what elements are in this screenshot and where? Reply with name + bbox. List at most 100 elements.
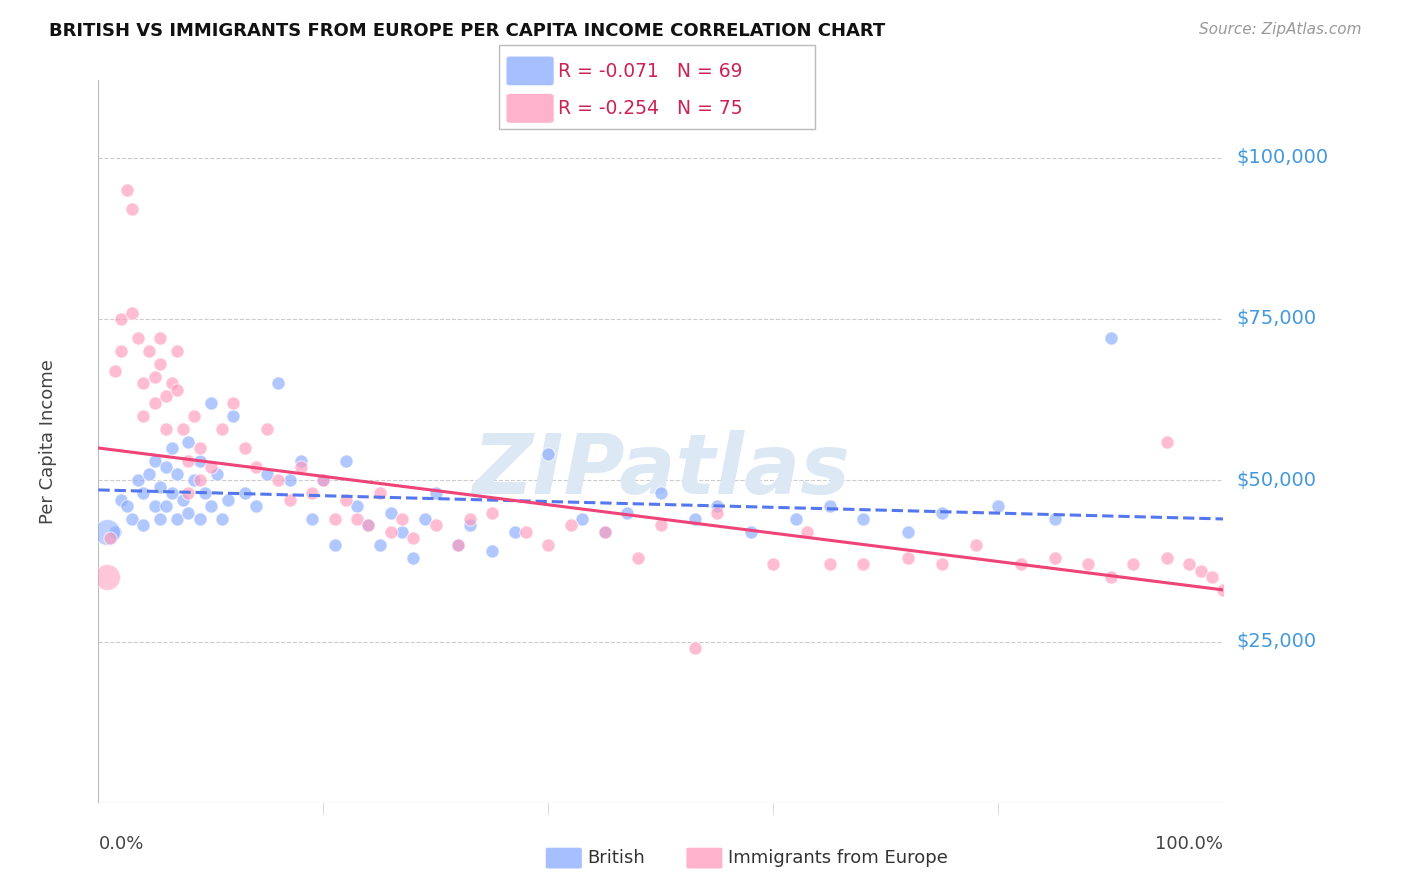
Point	[256, 422, 278, 436]
Point	[149, 331, 172, 345]
Point	[593, 524, 616, 539]
Point	[183, 409, 205, 423]
Point	[852, 557, 875, 571]
Point	[413, 512, 436, 526]
Point	[1212, 582, 1234, 597]
Point	[931, 557, 953, 571]
Point	[1122, 557, 1144, 571]
Text: British: British	[588, 849, 645, 867]
Point	[121, 512, 143, 526]
Point	[425, 518, 447, 533]
Point	[650, 518, 672, 533]
Point	[987, 499, 1010, 513]
Point	[115, 499, 138, 513]
Point	[593, 524, 616, 539]
Point	[818, 499, 841, 513]
Point	[683, 640, 706, 655]
Point	[132, 486, 155, 500]
Point	[368, 486, 391, 500]
Point	[503, 524, 526, 539]
Text: BRITISH VS IMMIGRANTS FROM EUROPE PER CAPITA INCOME CORRELATION CHART: BRITISH VS IMMIGRANTS FROM EUROPE PER CA…	[49, 22, 886, 40]
Point	[380, 524, 402, 539]
Point	[683, 512, 706, 526]
Point	[1178, 557, 1201, 571]
Text: $75,000: $75,000	[1237, 310, 1317, 328]
Point	[796, 524, 818, 539]
Point	[177, 454, 200, 468]
Point	[233, 441, 256, 455]
Point	[402, 550, 425, 565]
Point	[267, 473, 290, 487]
Point	[346, 499, 368, 513]
Point	[143, 499, 166, 513]
Point	[166, 383, 188, 397]
Point	[278, 473, 301, 487]
Point	[335, 454, 357, 468]
Point	[1201, 570, 1223, 584]
Point	[200, 396, 222, 410]
Point	[188, 441, 211, 455]
Point	[132, 518, 155, 533]
Point	[245, 460, 267, 475]
Text: Source: ZipAtlas.com: Source: ZipAtlas.com	[1198, 22, 1361, 37]
Point	[391, 512, 413, 526]
Point	[740, 524, 762, 539]
Point	[1043, 550, 1066, 565]
Point	[166, 467, 188, 481]
Point	[211, 512, 233, 526]
Point	[115, 183, 138, 197]
Point	[155, 389, 177, 403]
Text: Immigrants from Europe: Immigrants from Europe	[728, 849, 948, 867]
Point	[458, 518, 481, 533]
Text: 100.0%: 100.0%	[1156, 835, 1223, 854]
Point	[110, 312, 132, 326]
Text: ZIPatlas: ZIPatlas	[472, 430, 849, 511]
Point	[323, 538, 346, 552]
Point	[149, 512, 172, 526]
Point	[481, 544, 503, 558]
Point	[357, 518, 380, 533]
Point	[138, 344, 160, 359]
Point	[121, 305, 143, 319]
Text: R = -0.071   N = 69: R = -0.071 N = 69	[558, 62, 742, 81]
Point	[852, 512, 875, 526]
Point	[1156, 434, 1178, 449]
Point	[1010, 557, 1032, 571]
Point	[447, 538, 470, 552]
Point	[391, 524, 413, 539]
Point	[447, 538, 470, 552]
Point	[194, 486, 217, 500]
Point	[166, 344, 188, 359]
Point	[222, 396, 245, 410]
Point	[762, 557, 785, 571]
Point	[166, 512, 188, 526]
Text: $100,000: $100,000	[1237, 148, 1329, 167]
Point	[188, 454, 211, 468]
Point	[706, 499, 728, 513]
Point	[149, 480, 172, 494]
Point	[650, 486, 672, 500]
Point	[278, 492, 301, 507]
Point	[96, 524, 118, 539]
Point	[897, 550, 920, 565]
Point	[301, 486, 323, 500]
Point	[346, 512, 368, 526]
Point	[256, 467, 278, 481]
Point	[458, 512, 481, 526]
Point	[188, 512, 211, 526]
Point	[380, 506, 402, 520]
Point	[160, 486, 183, 500]
Point	[149, 357, 172, 371]
Point	[785, 512, 807, 526]
Point	[127, 473, 149, 487]
Point	[104, 363, 127, 377]
Point	[188, 473, 211, 487]
Point	[931, 506, 953, 520]
Point	[143, 396, 166, 410]
Point	[616, 506, 638, 520]
Text: R = -0.254   N = 75: R = -0.254 N = 75	[558, 99, 742, 119]
Point	[205, 467, 228, 481]
Point	[368, 538, 391, 552]
Point	[200, 499, 222, 513]
Point	[897, 524, 920, 539]
